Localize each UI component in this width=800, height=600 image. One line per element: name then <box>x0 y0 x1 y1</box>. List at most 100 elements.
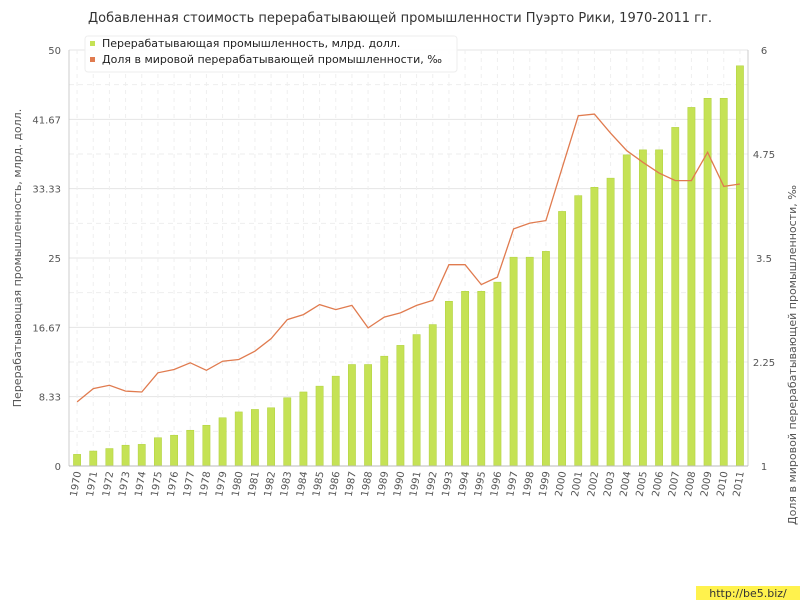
y2-tick-label: 6 <box>761 46 767 57</box>
legend-swatch-line <box>90 57 95 62</box>
bar: 2011: 48.1 <box>736 65 744 467</box>
x-tick-label: 1974 <box>133 471 148 498</box>
x-tick-label: 1993 <box>441 471 456 498</box>
x-tick-label: 1981 <box>247 471 262 498</box>
x-tick-label: 1976 <box>166 471 181 498</box>
x-tick-label: 1986 <box>327 471 342 498</box>
x-tick-label: 1995 <box>473 471 488 498</box>
x-tick-label: 1982 <box>263 471 278 498</box>
y-tick-label: 41.67 <box>32 115 61 126</box>
x-tick-label: 2011 <box>732 471 747 498</box>
x-tick-label: 1994 <box>457 471 472 498</box>
bar: 1976: 3.7 <box>170 434 178 467</box>
x-tick-label: 1985 <box>311 471 326 498</box>
y-tick-label: 50 <box>48 46 61 57</box>
legend-label-line: Доля в мировой перерабатывающей промышле… <box>102 53 442 66</box>
legend: Перерабатывающая промышленность, млрд. д… <box>84 35 458 73</box>
axes <box>68 50 749 467</box>
x-tick-label: 2006 <box>651 471 666 498</box>
y-axis-right-ticks: 1 2.25 3.5 4.75 6 <box>753 46 775 473</box>
bar: 1987: 12.2 <box>348 364 356 467</box>
x-tick-label: 1979 <box>214 471 229 498</box>
bar: 2010: 44.2 <box>719 98 728 467</box>
bar: 1972: 2.1 <box>105 448 114 467</box>
y2-tick-label: 4.75 <box>753 150 775 161</box>
bar: 1986: 10.8 <box>331 375 340 467</box>
bar: 1980: 6.5 <box>234 411 243 467</box>
y-axis-left-label: Перерабатывающая промышленность, млрд. д… <box>11 109 24 407</box>
bar: 1994: 21 <box>461 291 469 467</box>
y2-tick-label: 1 <box>761 462 767 473</box>
bar: 2003: 34.6 <box>606 177 615 467</box>
bar: 1993: 19.8 <box>445 301 453 467</box>
watermark-link[interactable]: http://be5.biz/ <box>709 587 787 600</box>
watermark[interactable]: http://be5.biz/ <box>696 586 800 600</box>
bar: 1984: 8.9 <box>299 391 308 467</box>
y2-tick-label: 3.5 <box>756 254 772 265</box>
x-tick-label: 2002 <box>586 471 601 498</box>
x-tick-label: 1999 <box>538 471 553 498</box>
bar: 1974: 2.6 <box>137 444 146 467</box>
bar: 1991: 15.8 <box>412 334 421 467</box>
x-tick-label: 2007 <box>667 471 682 498</box>
y-tick-label: 33.33 <box>32 185 61 196</box>
x-tick-label: 1987 <box>344 471 359 498</box>
bar: 1975: 3.4 <box>154 437 162 467</box>
bar: 1982: 7 <box>267 407 275 467</box>
bar: 2007: 40.7 <box>671 127 680 467</box>
bar: 2001: 32.5 <box>574 195 583 467</box>
x-tick-label: 1972 <box>101 471 116 498</box>
bar: 1998: 25.1 <box>525 256 534 467</box>
bar: 2006: 38 <box>655 149 663 467</box>
x-tick-label: 1988 <box>360 471 375 498</box>
bar: 1992: 17 <box>428 324 437 467</box>
bar: 2002: 33.5 <box>590 187 599 467</box>
y-tick-label: 16.67 <box>32 323 61 334</box>
bar: 1983: 8.2 <box>283 397 292 467</box>
x-tick-label: 1973 <box>117 471 132 498</box>
x-tick-label: 1983 <box>279 471 294 498</box>
x-tick-label: 2003 <box>602 471 617 498</box>
y-tick-label: 8.33 <box>39 393 61 404</box>
bar: 1988: 12.2 <box>364 364 372 467</box>
bar: 2004: 37.4 <box>622 154 631 467</box>
bar: 1990: 14.5 <box>396 345 405 467</box>
x-tick-label: 1971 <box>85 471 100 498</box>
x-tick-label: 2004 <box>618 471 633 498</box>
x-tick-label: 1998 <box>521 471 536 498</box>
bar: 1997: 25.1 <box>509 256 518 467</box>
x-tick-label: 1997 <box>505 471 520 498</box>
x-tick-label: 2000 <box>554 471 569 498</box>
y-axis-left-ticks: 0 8.33 16.67 25 33.33 41.67 50 <box>32 46 61 473</box>
bar: 1977: 4.3 <box>186 429 195 467</box>
legend-background <box>84 35 458 73</box>
x-tick-label: 1978 <box>198 471 213 498</box>
x-tick-label: 1970 <box>69 471 84 498</box>
bar: 1985: 9.6 <box>315 385 324 467</box>
x-tick-label: 1991 <box>408 471 423 498</box>
bar: 1978: 4.9 <box>202 424 211 467</box>
x-tick-label: 1996 <box>489 471 504 498</box>
x-tick-label: 2010 <box>715 471 730 498</box>
x-tick-label: 2009 <box>699 471 714 498</box>
bar: 1996: 22.1 <box>493 281 502 467</box>
bar: 1989: 13.2 <box>380 355 389 467</box>
bar: 1970: 1.4 <box>73 454 81 467</box>
line-series-share <box>76 113 740 403</box>
x-tick-label: 1989 <box>376 471 391 498</box>
bar: 1999: 25.8 <box>542 251 550 467</box>
bar: 2000: 30.6 <box>558 211 566 467</box>
x-axis-ticks: 1970 1971 1972 1973 1974 1975 1976 1977 1978 1979… <box>69 471 747 498</box>
bar: 1971: 1.8 <box>89 450 98 467</box>
bar: 1995: 21 <box>477 291 486 467</box>
y-tick-label: 25 <box>48 254 61 265</box>
bar-series: 1970: 1.4 1971: 1.8 1972: 2.1 1973: 2.5 1974… <box>73 65 744 467</box>
y-axis-right-label: Доля в мировой перерабатывающей промышле… <box>786 185 799 525</box>
x-tick-label: 2005 <box>635 471 650 498</box>
x-tick-label: 1990 <box>392 471 407 498</box>
bar: 2008: 43.1 <box>687 107 696 467</box>
y2-tick-label: 2.25 <box>753 358 775 369</box>
x-tick-label: 2001 <box>570 471 585 498</box>
x-tick-label: 1977 <box>182 471 197 498</box>
